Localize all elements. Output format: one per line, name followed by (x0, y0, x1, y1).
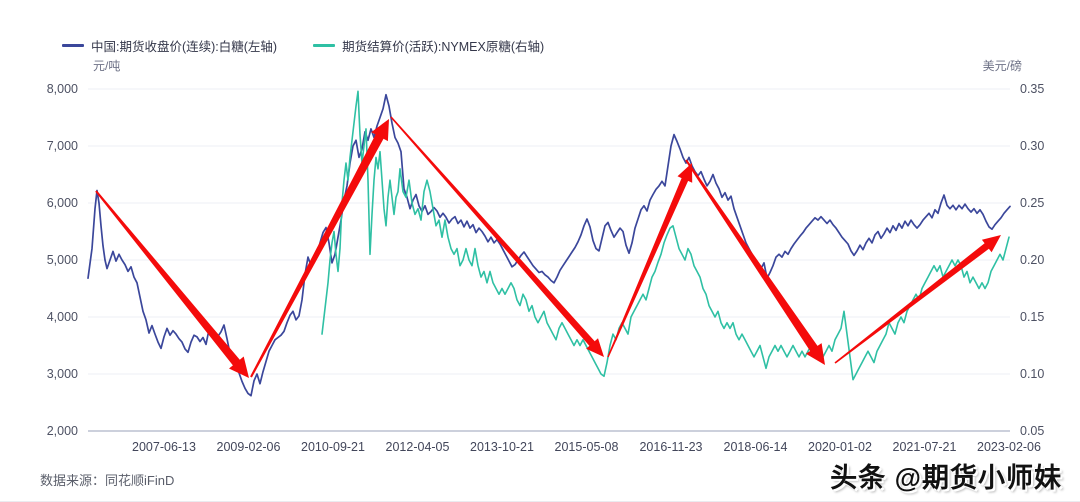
left-axis-tick: 2,000 (47, 424, 78, 438)
left-axis-tick: 4,000 (47, 310, 78, 324)
series-line-2 (321, 90, 1010, 381)
x-axis-tick: 2023-02-06 (977, 440, 1041, 454)
x-axis-tick: 2021-07-21 (893, 440, 957, 454)
data-source-note: 数据来源：同花顺iFinD (40, 473, 175, 488)
x-axis-tick: 2016-11-23 (639, 440, 702, 454)
x-axis-tick: 2009-02-06 (217, 440, 281, 454)
left-axis-tick: 8,000 (47, 82, 78, 96)
trend-arrow (834, 235, 1001, 364)
right-axis-unit: 美元/磅 (982, 59, 1022, 73)
right-axis-tick: 0.25 (1020, 196, 1044, 210)
right-axis-tick: 0.05 (1020, 424, 1044, 438)
trend-arrow (607, 163, 693, 358)
left-axis-tick: 6,000 (47, 196, 78, 210)
legend-item-white-sugar: 中国:期货收盘价(连续):白糖(左轴) (62, 36, 277, 55)
chart-legend: 中国:期货收盘价(连续):白糖(左轴) 期货结算价(活跃):NYMEX原糖(右轴… (62, 36, 544, 55)
toutiao-watermark: 头条 @期货小师妹 (830, 463, 1062, 493)
legend-label-nymex-raw-sugar: 期货结算价(活跃):NYMEX原糖(右轴) (342, 40, 545, 54)
x-axis-tick: 2012-04-05 (386, 440, 450, 454)
right-axis-tick: 0.15 (1020, 310, 1044, 324)
left-axis-tick: 5,000 (47, 253, 78, 267)
x-axis-tick: 2020-01-02 (808, 440, 872, 454)
left-axis-unit: 元/吨 (93, 59, 121, 73)
x-axis-tick: 2010-09-21 (301, 440, 365, 454)
right-axis-tick: 0.35 (1020, 82, 1044, 96)
legend-item-nymex-raw-sugar: 期货结算价(活跃):NYMEX原糖(右轴) (313, 36, 544, 55)
right-axis-tick: 0.10 (1020, 367, 1044, 381)
series1-line-swatch (62, 44, 84, 47)
left-axis-tick: 3,000 (47, 367, 78, 381)
trend-arrow (95, 190, 249, 378)
right-axis-tick: 0.30 (1020, 139, 1044, 153)
x-axis-tick: 2015-05-08 (555, 440, 619, 454)
x-axis-tick: 2018-06-14 (724, 440, 788, 454)
x-axis-tick: 2013-10-21 (470, 440, 534, 454)
left-axis-tick: 7,000 (47, 139, 78, 153)
x-axis-tick: 2007-06-13 (132, 440, 196, 454)
series2-line-swatch (313, 44, 336, 47)
trend-arrow (685, 159, 825, 365)
legend-label-white-sugar: 中国:期货收盘价(连续):白糖(左轴) (91, 40, 278, 54)
trend-arrow (390, 116, 604, 357)
right-axis-tick: 0.20 (1020, 253, 1044, 267)
trend-arrow (250, 119, 389, 378)
